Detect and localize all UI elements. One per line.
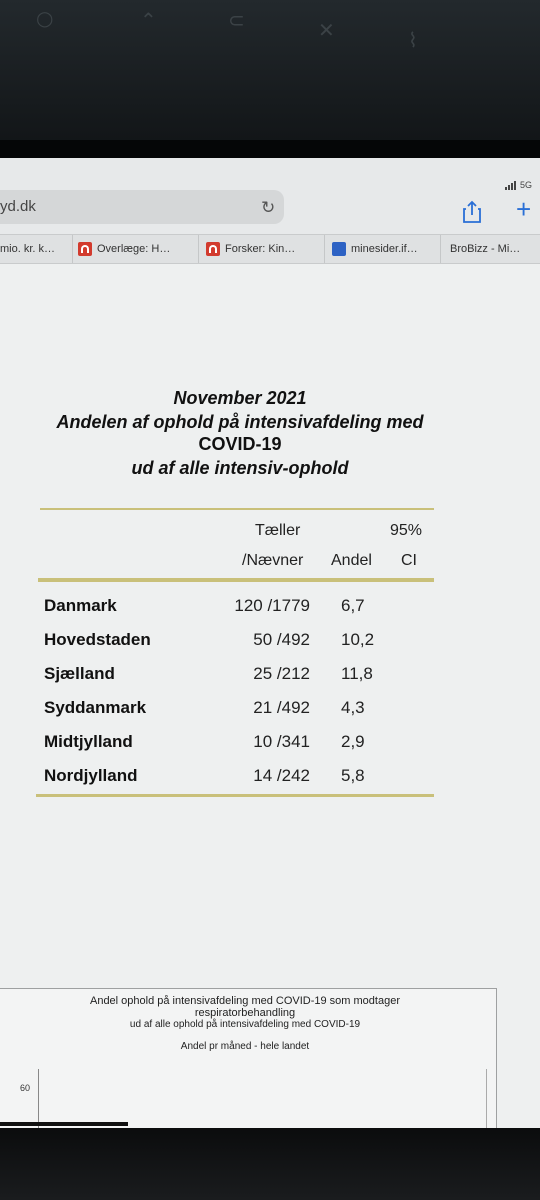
url-text: yd.dk xyxy=(0,198,36,215)
key-glyph: ○ xyxy=(36,6,54,30)
tablet-bezel xyxy=(0,140,540,162)
region-name: Danmark xyxy=(44,596,117,615)
report-date: November 2021 xyxy=(173,388,307,408)
tab-bar: mio. kr. k… Overlæge: H… Forsker: Kin… m… xyxy=(0,234,540,264)
key-glyph: ⌇ xyxy=(408,28,418,52)
count-value: 10 /341 xyxy=(253,732,310,751)
news-site-icon xyxy=(78,242,92,257)
keyboard-cable xyxy=(0,1122,128,1126)
region-name: Nordjylland xyxy=(44,766,138,785)
share-icon[interactable] xyxy=(462,200,482,224)
chart-subtitle: Andel pr måned - hele landet xyxy=(180,1041,310,1052)
y-axis-line xyxy=(38,1069,39,1130)
tab-2[interactable]: Overlæge: H… xyxy=(78,235,199,263)
count-value: 25 /212 xyxy=(253,664,310,683)
table-row: Hovedstaden 50 /492 10,2 xyxy=(0,622,480,656)
report-title: Andelen af ophold på intensivafdeling me… xyxy=(56,412,424,432)
reload-icon[interactable]: ↻ xyxy=(261,198,276,217)
tab-label: Forsker: Kin… xyxy=(225,243,296,255)
share-value: 11,8 xyxy=(341,664,373,683)
chart-title-3: ud af alle ophold på intensivafdeling me… xyxy=(129,1019,361,1030)
if-site-icon xyxy=(332,242,346,257)
share-value: 2,9 xyxy=(341,732,365,751)
tab-label: Overlæge: H… xyxy=(97,243,171,255)
key-glyph: ⊂ xyxy=(228,8,245,32)
news-site-icon xyxy=(206,242,220,257)
region-name: Midtjylland xyxy=(44,732,133,751)
table-bottom-rule xyxy=(36,794,434,797)
share-value: 6,7 xyxy=(341,596,365,615)
table-row: Nordjylland 14 /242 5,8 xyxy=(0,758,480,792)
report-subtitle: ud af alle intensiv-ophold xyxy=(131,458,349,478)
col-ci-header-2: CI xyxy=(401,552,417,569)
tab-label: minesider.if… xyxy=(351,243,418,255)
chart-title-2: respiratorbehandling xyxy=(194,1007,296,1019)
respirator-chart: Andel ophold på intensivafdeling med COV… xyxy=(0,988,497,1130)
table-row: Syddanmark 21 /492 4,3 xyxy=(0,690,480,724)
key-glyph: ✕ xyxy=(318,18,335,42)
share-value: 5,8 xyxy=(341,766,365,785)
report-title-covid: COVID-19 xyxy=(198,434,282,454)
count-value: 50 /492 xyxy=(253,630,310,649)
plot-right-edge xyxy=(486,1069,487,1130)
keyboard-background: ○ ⌃ ⊂ ✕ ⌇ xyxy=(0,0,540,162)
key-glyph: ⌃ xyxy=(140,8,157,32)
table-row: Danmark 120 /1779 6,7 xyxy=(0,588,480,622)
region-name: Sjælland xyxy=(44,664,115,683)
col-ci-header: 95% xyxy=(390,522,423,539)
web-page: November 2021 Andelen af ophold på inten… xyxy=(0,264,540,1130)
tab-label: mio. kr. k… xyxy=(0,243,56,255)
col-count-header: Tæller xyxy=(255,522,301,539)
count-value: 120 /1779 xyxy=(234,596,310,615)
tablet-bottom-bezel xyxy=(0,1122,540,1200)
network-label: 5G xyxy=(519,180,532,190)
table-row: Sjælland 25 /212 11,8 xyxy=(0,656,480,690)
region-name: Syddanmark xyxy=(44,698,147,717)
signal-icon xyxy=(504,180,517,190)
tablet-screen: 5G yd.dk ↻ + mio. kr. k… Overlæge: H… Fo… xyxy=(0,158,540,1130)
tab-1[interactable]: mio. kr. k… xyxy=(0,235,73,263)
new-tab-icon[interactable]: + xyxy=(516,194,532,224)
table-top-rule xyxy=(40,508,434,510)
col-share-header: Andel xyxy=(331,552,372,569)
address-bar[interactable]: yd.dk xyxy=(0,190,284,224)
tab-5[interactable]: BroBizz - Mi… xyxy=(450,235,540,263)
table-row: Midtjylland 10 /341 2,9 xyxy=(0,724,480,758)
col-count-header-2: /Nævner xyxy=(242,552,304,569)
tab-4[interactable]: minesider.if… xyxy=(332,235,441,263)
region-name: Hovedstaden xyxy=(44,630,151,649)
count-value: 21 /492 xyxy=(253,698,310,717)
count-value: 14 /242 xyxy=(253,766,310,785)
share-value: 10,2 xyxy=(341,630,375,649)
table-header-rule xyxy=(38,578,434,582)
status-bar: 5G xyxy=(504,180,532,190)
y-tick-label: 60 xyxy=(20,1083,31,1093)
chart-title: Andel ophold på intensivafdeling med COV… xyxy=(89,995,400,1007)
tab-3[interactable]: Forsker: Kin… xyxy=(206,235,325,263)
share-value: 4,3 xyxy=(341,698,365,717)
tab-label: BroBizz - Mi… xyxy=(450,243,521,255)
